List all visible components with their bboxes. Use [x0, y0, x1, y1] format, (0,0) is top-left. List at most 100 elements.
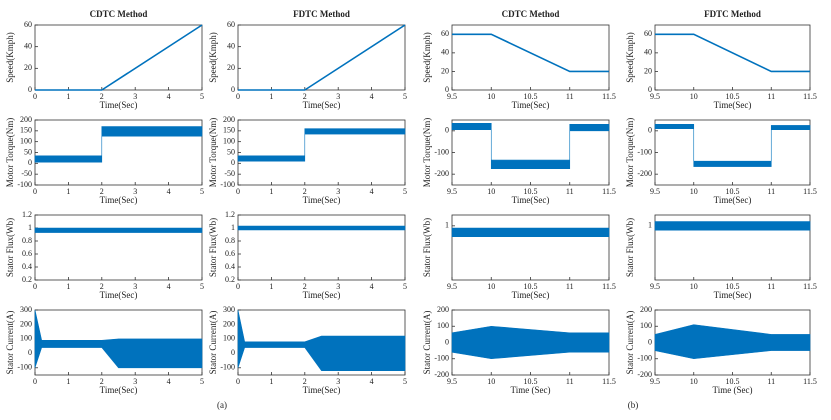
x-tick-label: 1: [66, 377, 70, 386]
plot-frame: [451, 24, 610, 91]
x-tick-label: 3: [336, 92, 340, 101]
y-tick-label: -100: [17, 363, 32, 372]
y-tick-label: 0: [231, 85, 235, 94]
x-tick-label: 10: [487, 187, 495, 196]
x-tick-label: 5: [200, 282, 204, 291]
signal-band: [237, 128, 406, 162]
x-tick-label: 11: [767, 92, 775, 101]
x-tick-label: 5: [200, 92, 204, 101]
x-tick-label: 10.5: [524, 377, 538, 386]
y-axis-label: Stator Current(A): [208, 311, 218, 375]
x-tick-label: 4: [167, 282, 171, 291]
y-tick-label: 20: [644, 66, 652, 75]
x-tick-label: 0: [236, 377, 240, 386]
x-axis-label: Time (Sec): [713, 385, 753, 395]
signal-band: [34, 227, 203, 233]
x-tick-label: 1: [269, 377, 273, 386]
y-tick-label: 100: [223, 334, 235, 343]
y-tick-label: 0.8: [22, 236, 32, 245]
y-tick-label: 40: [644, 48, 652, 57]
chart-title: CDTC Method: [90, 9, 148, 19]
x-tick-label: 9.5: [447, 92, 457, 101]
plot-frame: [237, 214, 406, 281]
y-axis-label: Stator Flux(Wb): [5, 218, 15, 277]
x-tick-label: 0: [236, 187, 240, 196]
y-tick-label: 200: [20, 319, 32, 328]
x-tick-label: 11: [566, 187, 574, 196]
y-tick-label: 1.2: [225, 210, 235, 219]
y-tick-label: 150: [20, 126, 32, 135]
x-tick-label: 10: [690, 187, 698, 196]
chart-title: FDTC Method: [704, 9, 761, 19]
y-tick-label: 60: [24, 20, 32, 29]
y-tick-label: 40: [441, 48, 449, 57]
x-axis-label: Time(Sec): [303, 290, 341, 300]
x-tick-label: 11.5: [602, 92, 616, 101]
chart-title: CDTC Method: [502, 9, 560, 19]
x-tick-label: 1: [269, 92, 273, 101]
y-tick-label: 0: [648, 126, 652, 135]
x-tick-label: 0: [33, 187, 37, 196]
x-tick-label: 4: [370, 282, 374, 291]
signal-band: [237, 225, 406, 231]
y-tick-label: 40: [227, 41, 235, 50]
x-tick-label: 4: [370, 187, 374, 196]
y-tick-label: 100: [20, 334, 32, 343]
y-tick-label: 60: [441, 29, 449, 38]
x-tick-label: 11.5: [602, 187, 616, 196]
x-tick-label: 10: [690, 377, 698, 386]
y-tick-label: -100: [434, 354, 449, 363]
x-axis-label: Time(Sec): [303, 100, 341, 110]
x-tick-label: 4: [370, 377, 374, 386]
y-tick-label: 40: [24, 41, 32, 50]
x-tick-label: 9.5: [650, 92, 660, 101]
y-tick-label: 20: [441, 66, 449, 75]
signal-band: [451, 325, 610, 360]
x-tick-label: 11: [767, 377, 775, 386]
x-tick-label: 1: [269, 282, 273, 291]
y-tick-label: 0: [648, 337, 652, 346]
y-tick-label: 200: [20, 115, 32, 124]
line: [655, 33, 810, 73]
x-tick-label: 0: [33, 377, 37, 386]
x-tick-label: 10: [487, 92, 495, 101]
y-tick-label: 1: [445, 221, 449, 230]
x-tick-label: 11.5: [602, 282, 616, 291]
y-tick-label: 200: [223, 115, 235, 124]
x-tick-label: 10.5: [524, 282, 538, 291]
y-tick-label: 200: [640, 305, 652, 314]
x-axis-label: Time(Sec): [714, 290, 752, 300]
x-tick-label: 1: [66, 92, 70, 101]
y-tick-label: 0.4: [22, 262, 32, 271]
x-tick-label: 11.5: [602, 377, 616, 386]
x-tick-label: 2: [303, 187, 307, 196]
y-axis-label: Speed(Kmph): [625, 32, 635, 83]
y-tick-label: 0: [231, 158, 235, 167]
x-axis-label: Time(Sec): [512, 100, 550, 110]
y-tick-label: -100: [637, 354, 652, 363]
x-tick-label: 1: [66, 282, 70, 291]
x-axis-label: Time(Sec): [100, 100, 138, 110]
y-tick-label: 0.2: [225, 275, 235, 284]
line: [35, 24, 203, 91]
x-tick-label: 4: [167, 92, 171, 101]
plot-frame: [34, 214, 203, 281]
x-tick-label: 0: [33, 92, 37, 101]
x-tick-label: 3: [336, 377, 340, 386]
y-tick-label: 100: [20, 136, 32, 145]
y-tick-label: -50: [224, 169, 235, 178]
signal-band: [654, 221, 811, 231]
y-tick-label: -100: [434, 147, 449, 156]
y-tick-label: 60: [227, 20, 235, 29]
x-tick-label: 1: [269, 187, 273, 196]
chart-title: FDTC Method: [293, 9, 350, 19]
y-tick-label: 1: [231, 223, 235, 232]
y-axis-label: Stator Flux(Wb): [422, 218, 432, 277]
x-tick-label: 9.5: [650, 282, 660, 291]
x-tick-label: 3: [133, 92, 137, 101]
x-tick-label: 10: [487, 282, 495, 291]
x-tick-label: 10: [690, 92, 698, 101]
y-tick-label: 0: [445, 337, 449, 346]
x-tick-label: 5: [403, 377, 407, 386]
